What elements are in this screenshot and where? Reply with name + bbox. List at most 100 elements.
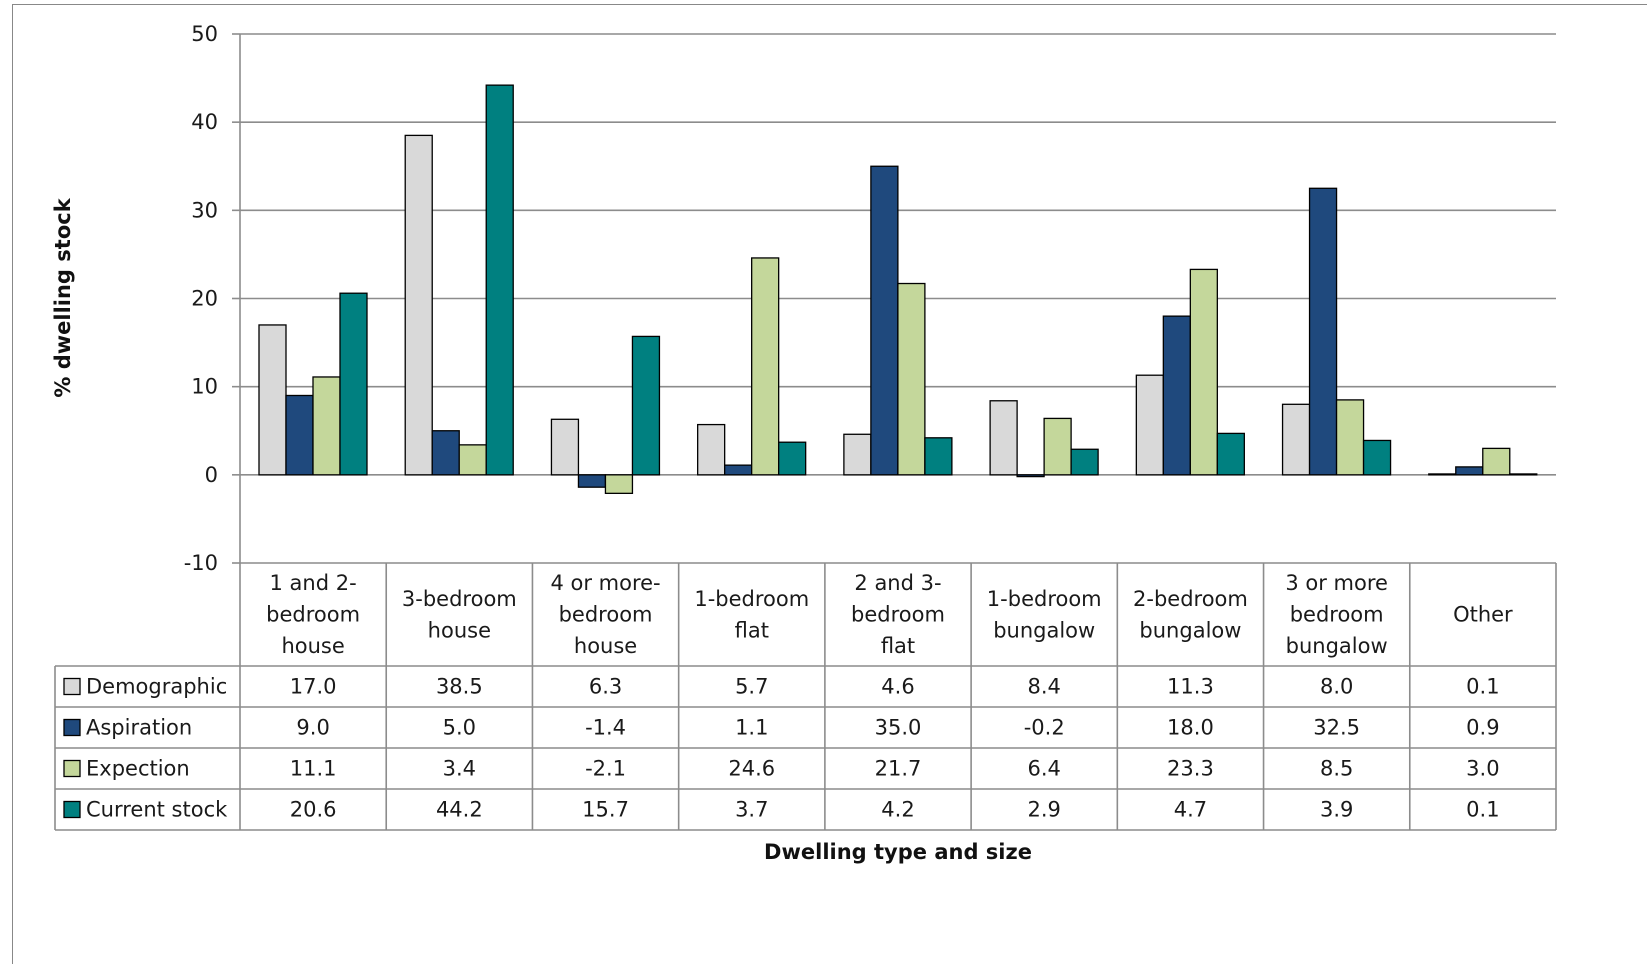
x-category-label: bedroom (266, 603, 360, 627)
x-category-label: bungalow (1286, 634, 1388, 658)
data-label: 20.6 (290, 798, 337, 822)
data-label: -2.1 (585, 757, 626, 781)
bar (1135, 374, 1164, 476)
legend-key (63, 800, 81, 819)
legend-key (63, 718, 81, 737)
x-category-label: 3 or more (1285, 571, 1388, 595)
bar (577, 474, 607, 488)
data-label: 8.0 (1320, 675, 1353, 699)
data-label: 4.7 (1174, 798, 1207, 822)
chart-frame (12, 4, 1647, 964)
x-axis-title: Dwelling type and size (764, 840, 1032, 864)
y-tick-label: 20 (191, 287, 218, 311)
y-tick-label: 10 (191, 375, 218, 399)
bar-chart: -10 0 10 20 30 40 50 % dwelling stock 1 and 2- be… (51, 22, 1557, 864)
bar (404, 134, 433, 476)
bar (458, 444, 487, 476)
data-label: 4.2 (881, 798, 914, 822)
bar (843, 433, 872, 476)
legend-label: Expection (86, 757, 190, 781)
bar (1308, 187, 1338, 476)
data-label: 0.1 (1466, 675, 1499, 699)
x-category-label: bungalow (993, 618, 1095, 642)
data-label: 38.5 (436, 675, 483, 699)
data-label: 44.2 (436, 798, 483, 822)
data-label: 5.0 (443, 716, 476, 740)
bar (697, 423, 726, 476)
x-category-label: bedroom (851, 603, 945, 627)
data-label: 32.5 (1313, 716, 1360, 740)
y-tick-label: 50 (191, 22, 218, 46)
x-category-label: bedroom (559, 603, 653, 627)
data-label: 21.7 (875, 757, 922, 781)
data-label: 24.6 (728, 757, 775, 781)
data-label: 11.3 (1167, 675, 1214, 699)
bar (631, 335, 661, 476)
data-label: 3.7 (735, 798, 768, 822)
x-category-label: house (574, 634, 637, 658)
y-tick-label: 30 (191, 198, 218, 222)
data-label: 0.1 (1466, 798, 1499, 822)
data-label: 0.9 (1466, 716, 1499, 740)
bar (1043, 417, 1072, 476)
data-label: 23.3 (1167, 757, 1214, 781)
bar (312, 376, 341, 476)
bar (1335, 399, 1365, 476)
data-label: 35.0 (875, 716, 922, 740)
bar (485, 84, 514, 476)
data-label: 2.9 (1028, 798, 1061, 822)
data-label: 18.0 (1167, 716, 1214, 740)
data-label: -0.2 (1024, 716, 1065, 740)
bar (1428, 473, 1457, 476)
bar (1455, 466, 1484, 476)
legend-key (63, 759, 81, 778)
x-category-label: 2 and 3- (854, 571, 941, 595)
x-category-label: flat (735, 618, 769, 642)
bar (285, 394, 314, 476)
y-axis-title: % dwelling stock (51, 197, 75, 397)
bar (1162, 315, 1191, 476)
data-label: 8.4 (1028, 675, 1061, 699)
bar (1362, 439, 1392, 476)
x-category-label: 2-bedroom (1133, 587, 1248, 611)
bar (258, 324, 287, 476)
data-label: 5.7 (735, 675, 768, 699)
x-category-label: house (428, 618, 491, 642)
y-tick-label: 0 (205, 463, 218, 487)
bar (604, 474, 634, 494)
data-label: 3.9 (1320, 798, 1353, 822)
x-category-label: flat (881, 634, 915, 658)
x-category-label: 3-bedroom (402, 587, 517, 611)
y-tick-label: 40 (191, 110, 218, 134)
bar (924, 437, 953, 476)
bar (339, 292, 368, 476)
data-label: 3.0 (1466, 757, 1499, 781)
x-category-label: 4 or more- (550, 571, 660, 595)
data-label: 1.1 (735, 716, 768, 740)
legend-label: Aspiration (86, 716, 192, 740)
bar (1189, 268, 1218, 476)
bar (431, 430, 460, 476)
data-label: 15.7 (582, 798, 629, 822)
y-tick-label: -10 (184, 551, 218, 575)
bar (724, 464, 753, 476)
data-label: 3.4 (443, 757, 476, 781)
bar (751, 257, 780, 476)
data-label: 8.5 (1320, 757, 1353, 781)
bar (778, 441, 807, 476)
data-label: 6.4 (1028, 757, 1061, 781)
data-label: 17.0 (290, 675, 337, 699)
bar (1281, 403, 1311, 476)
data-label: -1.4 (585, 716, 626, 740)
bar (989, 400, 1018, 476)
x-category-label: bedroom (1290, 603, 1384, 627)
x-category-label: 1 and 2- (270, 571, 357, 595)
bar (1509, 473, 1538, 476)
bar (550, 418, 580, 476)
x-category-label: 1-bedroom (694, 587, 809, 611)
legend-key (63, 677, 81, 696)
data-label: 9.0 (296, 716, 329, 740)
x-category-label: bungalow (1139, 618, 1241, 642)
legend-label: Current stock (86, 798, 228, 822)
bar (1216, 432, 1245, 476)
